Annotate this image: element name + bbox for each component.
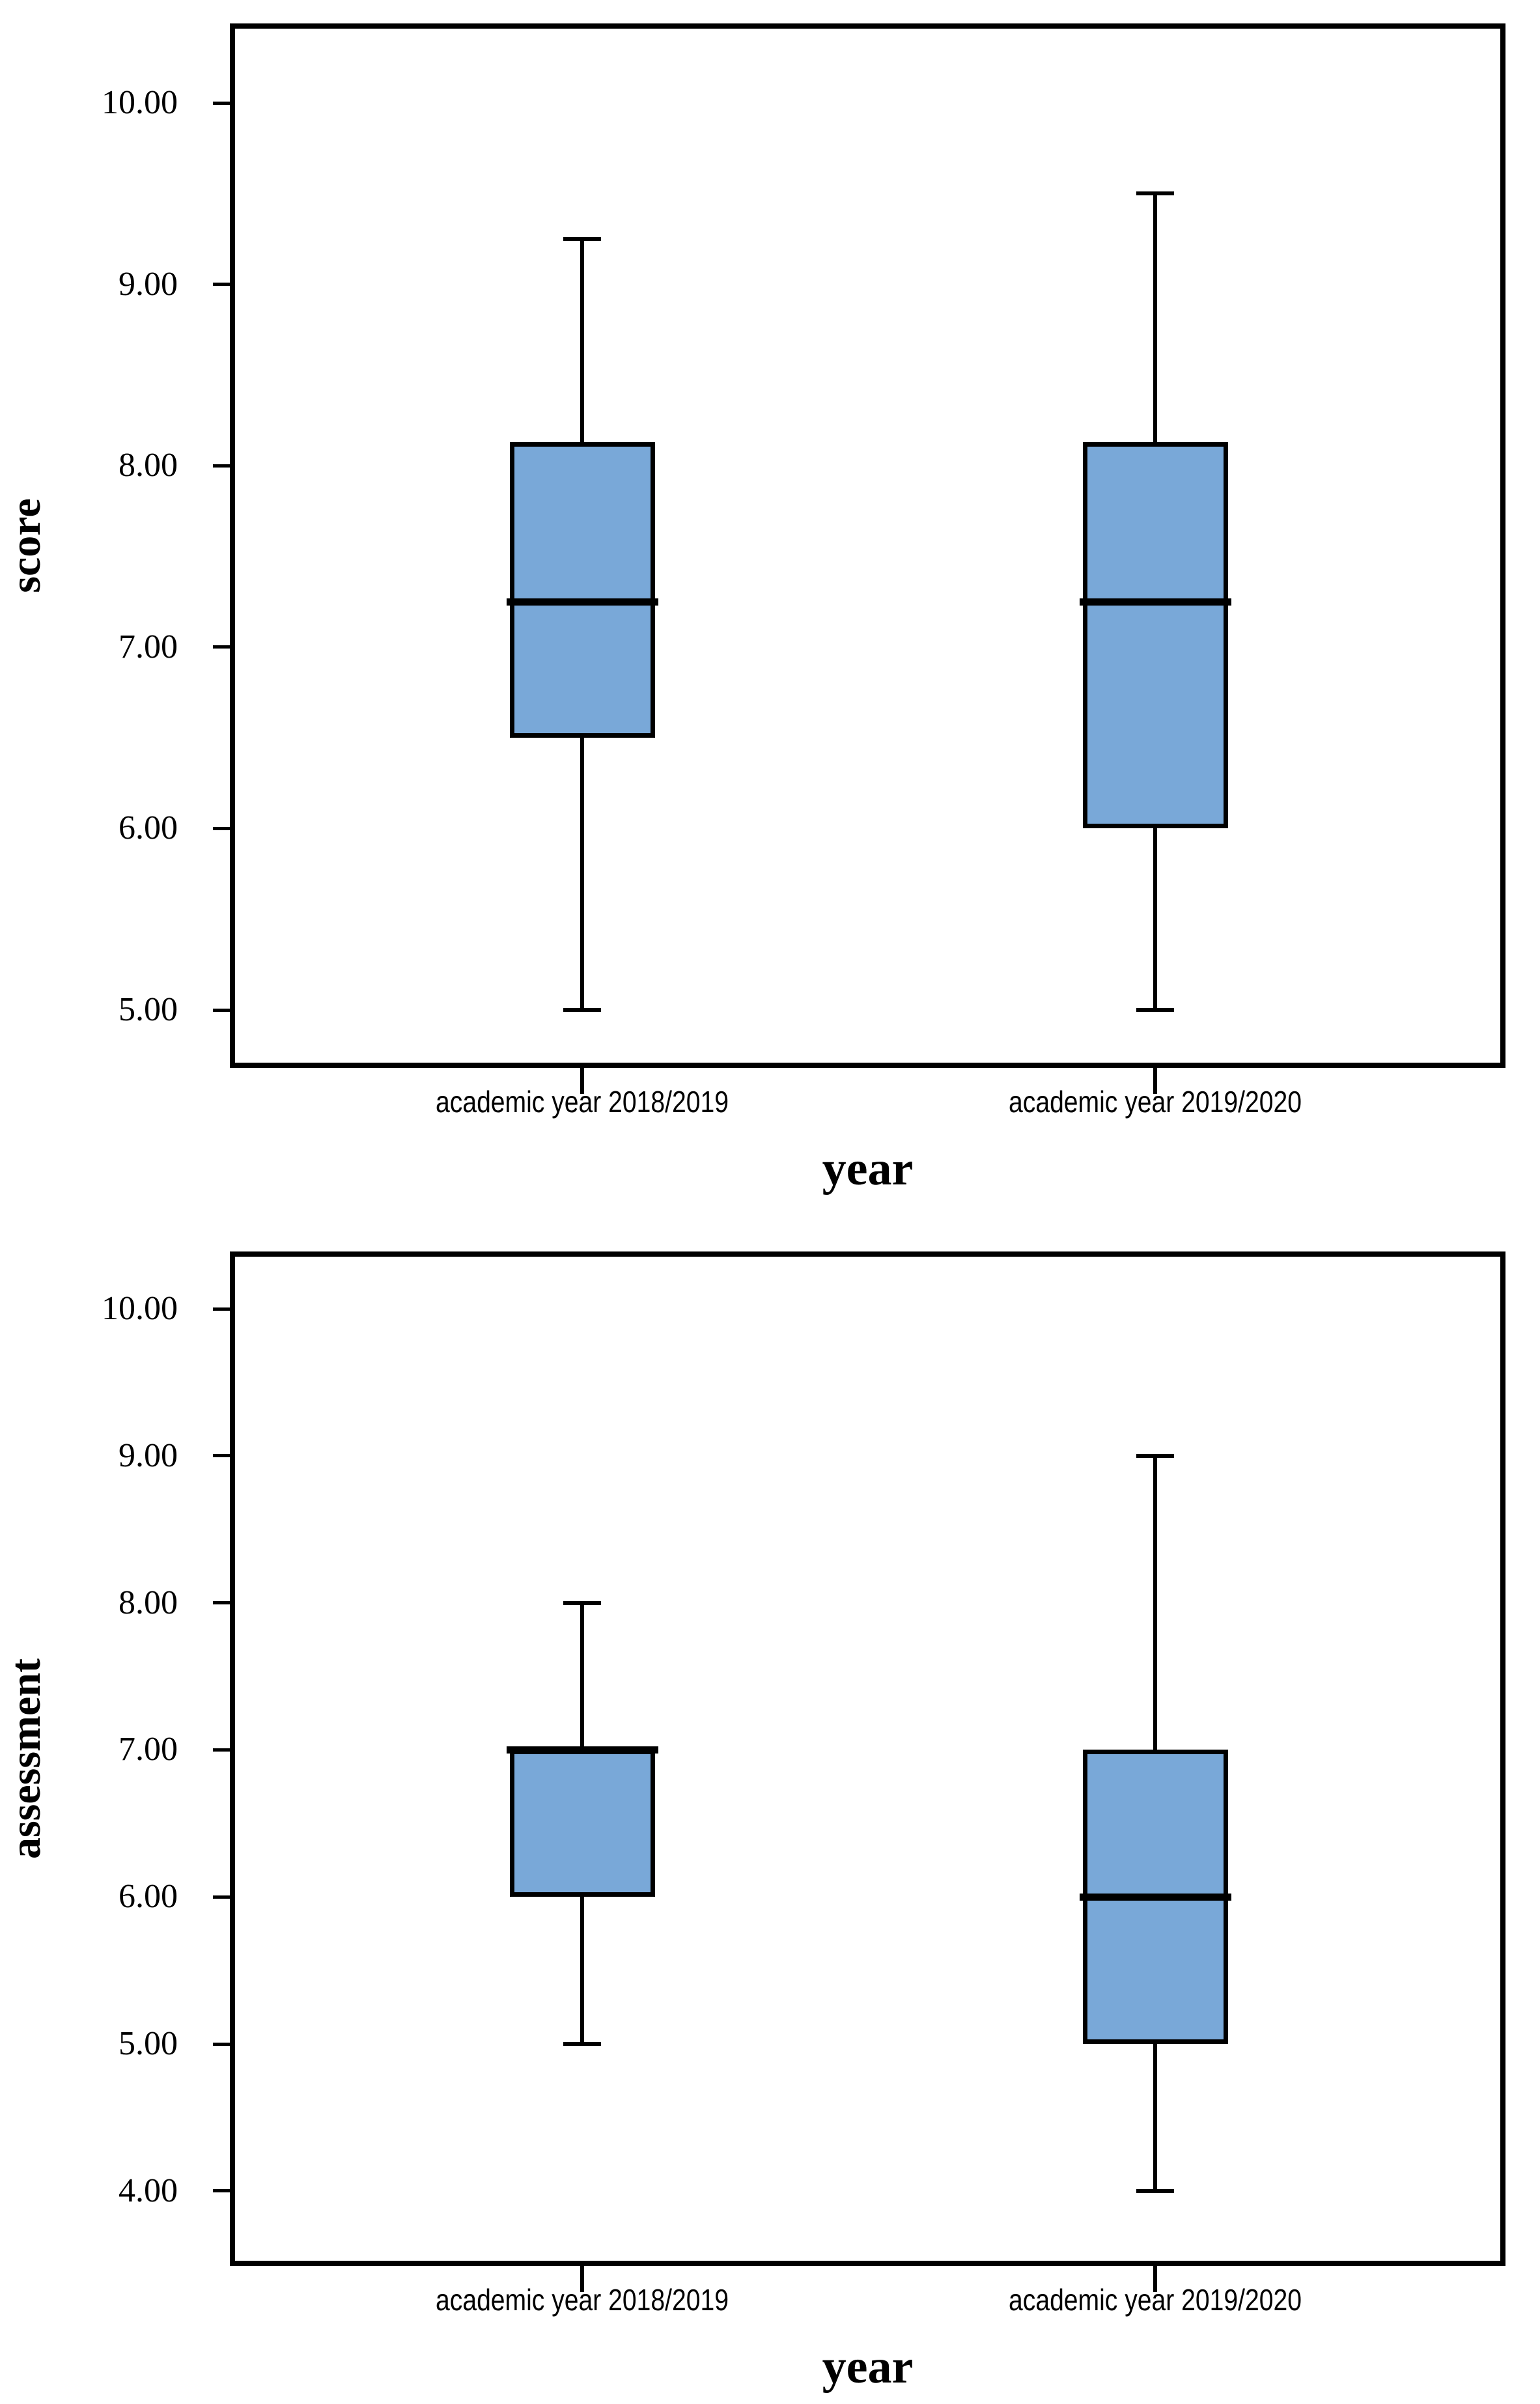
x-axis-tick [1153,2261,1157,2292]
boxplot-upper-whisker-cap [1136,191,1174,196]
x-axis-title: year [822,1142,914,1195]
boxplot-box [509,1750,655,1897]
boxplot-upper-whisker [1153,1455,1157,1750]
boxplot-lower-whisker [1153,2044,1157,2191]
boxplot-median-line [1079,598,1231,606]
y-axis-tick [213,2042,230,2046]
plot-area: 10.00 9.00 8.00 7.00 6.00 5.00 4.00 [102,1251,1505,2292]
y-axis-tick-label: 5.00 [119,2025,178,2062]
y-axis-tick-label: 5.00 [119,991,178,1028]
y-axis-tick-label: 9.00 [119,1436,178,1474]
y-axis-tick [213,1748,230,1752]
boxplot-median-line [1079,1893,1231,1901]
boxplot-lower-whisker-cap [563,1008,601,1012]
boxplot-median-line [506,598,658,606]
boxplot-lower-whisker-cap [1136,2188,1174,2193]
y-axis-tick [213,1895,230,1899]
x-category-label: academic year 2018/2019 [436,1085,729,1119]
boxplot-upper-whisker-cap [563,1600,601,1605]
boxplot-box [509,441,655,738]
y-axis-tick-label: 7.00 [119,628,178,665]
boxplot-lower-whisker [580,738,584,1010]
x-category-label: academic year 2018/2019 [436,2283,729,2317]
x-category-label: academic year 2019/2020 [1009,1085,1302,1119]
y-axis-title: assessment [2,1658,49,1859]
y-axis-tick-label: 9.00 [119,265,178,303]
y-axis-tick [213,1008,230,1012]
boxplot-upper-whisker [580,1602,584,1750]
y-axis-tick [213,101,230,105]
y-axis-tick-label: 6.00 [119,1878,178,1916]
y-axis-tick-label: 10.00 [102,84,178,121]
boxplot-upper-whisker-cap [563,236,601,241]
x-axis-tick [580,1063,584,1094]
boxplot-lower-whisker [580,1897,584,2044]
y-axis-tick-label: 10.00 [102,1290,178,1327]
y-axis-tick-label: 8.00 [119,447,178,484]
y-axis-tick [213,283,230,287]
y-axis-tick [213,1454,230,1458]
y-axis-tick [213,645,230,649]
y-axis-tick-label: 8.00 [119,1584,178,1621]
y-axis-tick [213,1601,230,1605]
x-axis-tick [1153,1063,1157,1094]
y-axis-tick [213,826,230,830]
y-axis-tick-label: 6.00 [119,809,178,847]
y-axis-tick-label: 4.00 [119,2172,178,2209]
x-axis-title: year [822,2340,914,2394]
x-category-label: academic year 2019/2020 [1009,2283,1302,2317]
boxplot-upper-whisker-cap [1136,1453,1174,1458]
boxplot-box [1082,441,1228,829]
boxplot-lower-whisker-cap [1136,1008,1174,1012]
y-axis-title: score [2,498,49,593]
boxplot-upper-whisker [1153,193,1157,442]
boxplot-lower-whisker [1153,828,1157,1010]
plot-area: 10.00 9.00 8.00 7.00 6.00 5.00 [102,23,1505,1094]
x-axis-tick [580,2261,584,2292]
y-axis-tick [213,464,230,468]
y-axis-tick [213,1307,230,1311]
y-axis-tick-label: 7.00 [119,1731,178,1768]
boxplot-median-line [506,1746,658,1754]
y-axis-tick [213,2189,230,2193]
boxplot-lower-whisker-cap [563,2042,601,2046]
boxplot-upper-whisker [580,238,584,442]
